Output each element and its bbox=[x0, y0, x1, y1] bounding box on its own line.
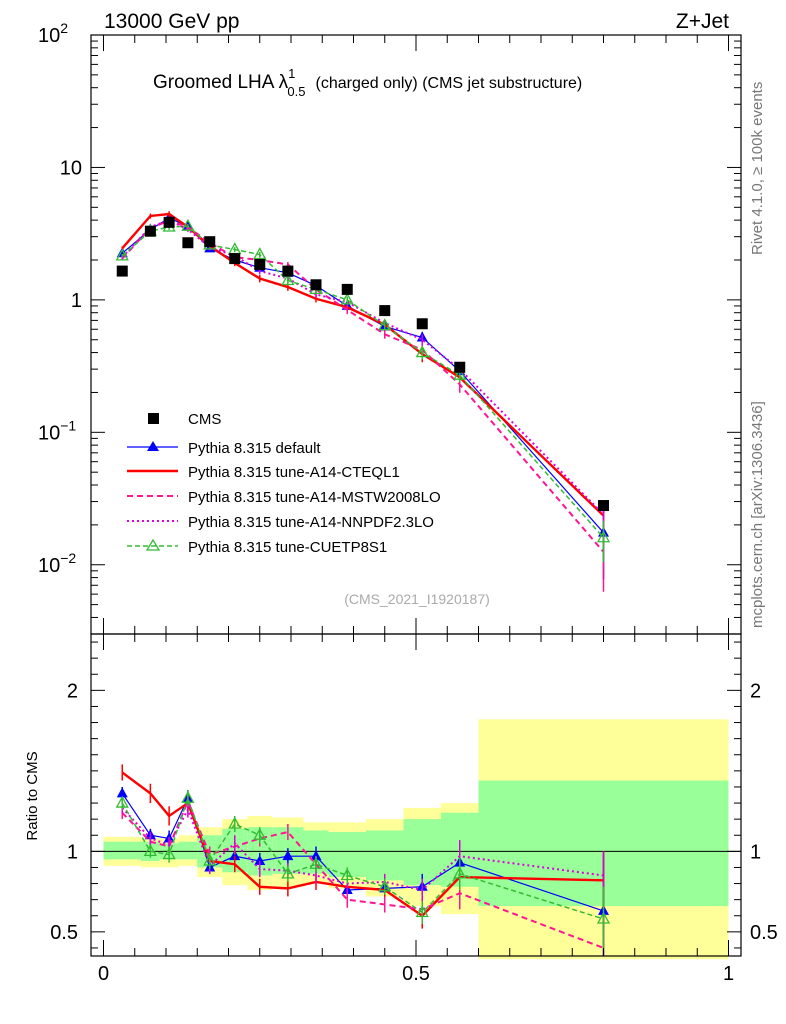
data-point bbox=[163, 216, 175, 228]
legend-marker-data bbox=[148, 413, 159, 424]
data-point bbox=[254, 258, 266, 270]
series-point-4 bbox=[281, 273, 295, 286]
legend-label-nnpdf: Pythia 8.315 tune-A14-NNPDF2.3LO bbox=[188, 514, 434, 531]
ratio-point-4 bbox=[596, 911, 611, 924]
ratio-point-4 bbox=[453, 866, 467, 879]
axes: 102 10 1 10−1 10−2 2 2 1 1 0.5 0.5 0 0.5 1 bbox=[38, 20, 778, 985]
analysis-tag: (CMS_2021_I1920187) bbox=[344, 591, 490, 607]
series-point-4 bbox=[378, 318, 392, 331]
data-point bbox=[454, 361, 466, 373]
x-tick-label: 0.5 bbox=[402, 963, 430, 985]
ratio-tick-label-left: 1 bbox=[67, 841, 78, 863]
series-line-1 bbox=[121, 212, 605, 517]
data-point bbox=[116, 265, 128, 277]
main-panel bbox=[115, 211, 611, 592]
ratio-point-0 bbox=[310, 850, 322, 861]
ratio-bands bbox=[103, 719, 729, 960]
legend-label-default: Pythia 8.315 default bbox=[188, 440, 321, 457]
band-inner bbox=[103, 841, 141, 860]
ratio-panel bbox=[91, 764, 741, 956]
title-sup: 1 bbox=[288, 66, 295, 81]
ratio-tick-label-right: 2 bbox=[750, 680, 761, 702]
legend-label-cuetp8s1: Pythia 8.315 tune-CUETP8S1 bbox=[188, 539, 387, 556]
series-point-4 bbox=[415, 345, 429, 358]
ratio-point-4 bbox=[203, 853, 217, 866]
ratio-point-0 bbox=[254, 855, 266, 866]
data-point bbox=[204, 236, 216, 248]
data-point bbox=[341, 283, 353, 295]
data-point bbox=[144, 225, 156, 237]
ratio-point-4 bbox=[253, 827, 267, 840]
ratio-line-0 bbox=[121, 793, 604, 912]
main-tick-label: 10−1 bbox=[38, 417, 76, 444]
x-tick-label: 1 bbox=[723, 963, 734, 985]
ratio-point-4 bbox=[415, 905, 429, 918]
ratio-point-0 bbox=[229, 850, 241, 861]
series-point-4 bbox=[340, 292, 354, 305]
data-point bbox=[416, 318, 428, 330]
beam-label: 13000 GeV pp bbox=[104, 10, 239, 33]
data-point bbox=[598, 500, 609, 512]
ratio-point-4 bbox=[162, 847, 176, 860]
main-tick-label: 102 bbox=[38, 20, 68, 47]
ratio-point-4 bbox=[181, 790, 195, 803]
legend: CMS Pythia 8.315 default Pythia 8.315 tu… bbox=[127, 411, 441, 556]
chart-title: Groomed LHA λ1 0.5 (charged only) (CMS jet… bbox=[153, 66, 582, 99]
series-point-4 bbox=[253, 247, 267, 260]
data-point bbox=[379, 305, 391, 317]
main-tick-label: 10 bbox=[60, 157, 82, 179]
data-point bbox=[310, 279, 322, 291]
ratio-axis-label: Ratio to CMS bbox=[24, 751, 41, 840]
series-line-0 bbox=[121, 217, 604, 533]
ratio-line-4 bbox=[121, 795, 604, 920]
title-main: Groomed LHA λ bbox=[153, 72, 289, 93]
legend-label-mstw: Pythia 8.315 tune-A14-MSTW2008LO bbox=[188, 489, 441, 506]
title-sub: 0.5 bbox=[287, 84, 305, 99]
main-tick-label: 1 bbox=[71, 290, 82, 312]
series-point-4 bbox=[115, 248, 129, 261]
ratio-point-4 bbox=[281, 866, 295, 879]
ratio-line-1 bbox=[121, 771, 604, 918]
ratio-point-4 bbox=[340, 868, 354, 881]
x-tick-label: 0 bbox=[98, 963, 109, 985]
legend-marker-cuetp8s1 bbox=[145, 538, 161, 551]
legend-marker-default bbox=[147, 441, 159, 451]
process-label: Z+Jet bbox=[676, 10, 729, 33]
ratio-line-2 bbox=[121, 798, 604, 949]
ratio-tick-label-left: 0.5 bbox=[50, 922, 78, 944]
legend-entry-data: CMS bbox=[148, 411, 221, 428]
legend-entry-mstw: Pythia 8.315 tune-A14-MSTW2008LO bbox=[127, 489, 441, 506]
series-point-4 bbox=[453, 367, 467, 380]
ratio-tick-label-right: 1 bbox=[750, 841, 761, 863]
ratio-point-4 bbox=[115, 795, 129, 808]
mcplots-label: mcplots.cern.ch [arXiv:1306.3436] bbox=[749, 401, 766, 628]
legend-label-cteql1: Pythia 8.315 tune-A14-CTEQL1 bbox=[188, 464, 400, 481]
legend-entry-cteql1: Pythia 8.315 tune-A14-CTEQL1 bbox=[127, 464, 400, 481]
ratio-tick-label-right: 0.5 bbox=[750, 922, 778, 944]
legend-entry-nnpdf: Pythia 8.315 tune-A14-NNPDF2.3LO bbox=[127, 514, 434, 531]
ratio-tick-label-left: 2 bbox=[67, 680, 78, 702]
main-tick-label: 10−2 bbox=[38, 550, 76, 577]
data-point bbox=[182, 237, 194, 249]
ratio-point-0 bbox=[116, 787, 128, 798]
band-inner bbox=[178, 841, 198, 860]
ratio-line-3 bbox=[121, 807, 604, 892]
ratio-point-4 bbox=[309, 856, 323, 869]
data-point bbox=[282, 265, 294, 277]
ratio-point-0 bbox=[282, 850, 294, 861]
ratio-point-4 bbox=[378, 879, 392, 892]
ratio-point-4 bbox=[228, 816, 242, 829]
ratio-point-4 bbox=[143, 844, 157, 856]
band-inner bbox=[366, 830, 404, 881]
title-rest: (charged only) (CMS jet substructure) bbox=[315, 75, 582, 92]
series-point-4 bbox=[596, 530, 611, 543]
legend-entry-cuetp8s1: Pythia 8.315 tune-CUETP8S1 bbox=[127, 538, 387, 556]
rivet-label: Rivet 4.1.0, ≥ 100k events bbox=[749, 82, 766, 255]
legend-label-data: CMS bbox=[188, 411, 221, 428]
data-point bbox=[229, 253, 241, 265]
legend-entry-default: Pythia 8.315 default bbox=[127, 440, 321, 457]
series-point-4 bbox=[181, 218, 195, 231]
series-line-3 bbox=[121, 219, 605, 516]
